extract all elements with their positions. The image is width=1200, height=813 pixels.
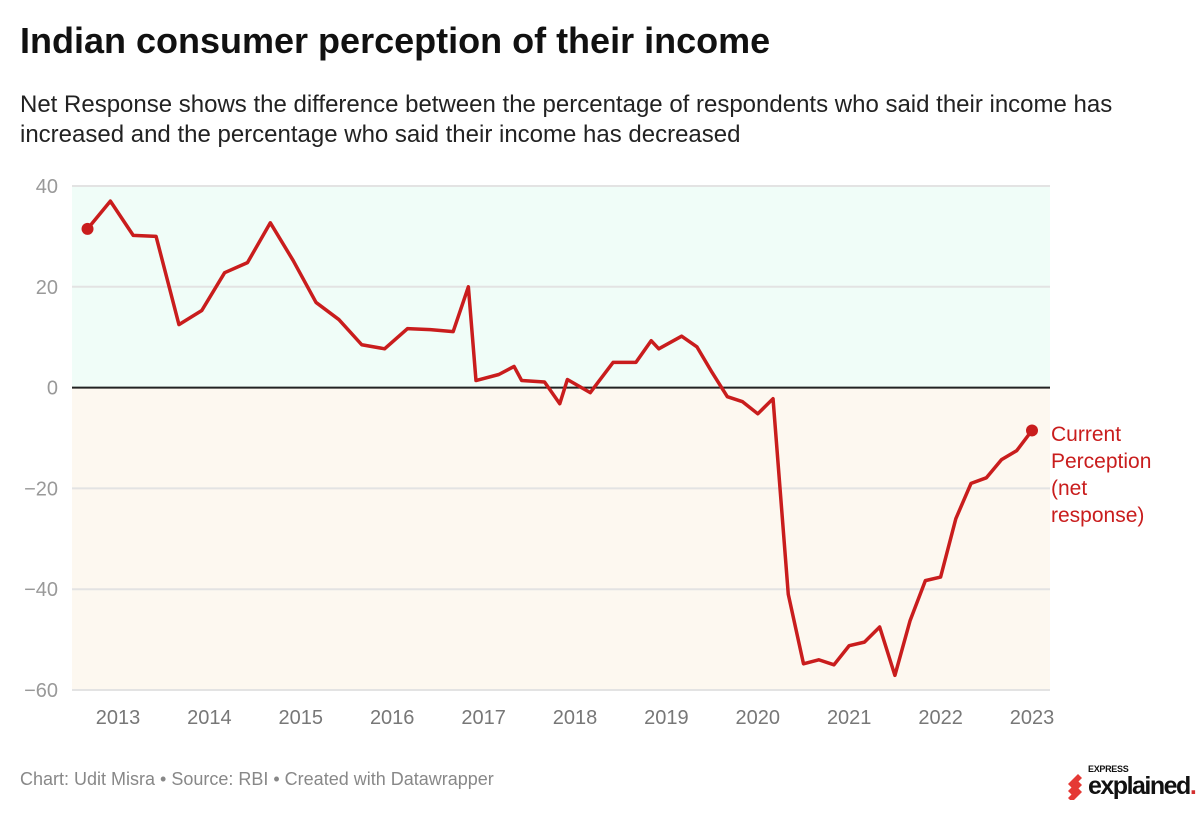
x-tick-label: 2023 — [1010, 707, 1055, 729]
annotation-current-perception: Current — [1051, 423, 1121, 446]
y-tick-label: 40 — [36, 176, 58, 198]
annotation-current-perception: response) — [1051, 504, 1144, 527]
chart-subtitle: Net Response shows the difference betwee… — [20, 91, 1113, 148]
x-tick-label: 2019 — [644, 707, 689, 729]
x-tick-label: 2013 — [96, 707, 141, 729]
series-line — [86, 199, 1034, 678]
x-tick-label: 2022 — [918, 707, 963, 729]
start-point-marker — [81, 222, 94, 235]
y-tick-label: 0 — [47, 378, 58, 400]
chart-title: Indian consumer perception of their inco… — [20, 20, 771, 61]
logo-stripes-icon — [1068, 774, 1082, 800]
y-tick-label: −40 — [24, 579, 58, 601]
x-tick-label: 2017 — [461, 707, 506, 729]
x-tick-label: 2016 — [370, 707, 415, 729]
logo-express-text: EXPRESS — [1088, 764, 1129, 774]
annotation-current-perception: Perception — [1051, 450, 1151, 473]
logo-explained-text: explained. — [1088, 772, 1197, 800]
x-tick-label: 2021 — [827, 707, 872, 729]
x-tick-label: 2015 — [279, 707, 324, 729]
y-tick-label: 20 — [36, 277, 58, 299]
y-tick-label: −60 — [24, 680, 58, 702]
x-tick-label: 2020 — [736, 707, 781, 729]
annotation-current-perception: (net — [1051, 477, 1087, 500]
negative-zone — [72, 387, 1050, 690]
y-tick-label: −20 — [24, 478, 58, 500]
current-point-marker — [1026, 424, 1038, 437]
x-tick-label: 2014 — [187, 707, 232, 729]
x-tick-label: 2018 — [553, 707, 598, 729]
footer-credit: Chart: Udit Misra • Source: RBI • Create… — [20, 769, 494, 789]
express-explained-logo: EXPRESS explained. — [1066, 764, 1197, 800]
